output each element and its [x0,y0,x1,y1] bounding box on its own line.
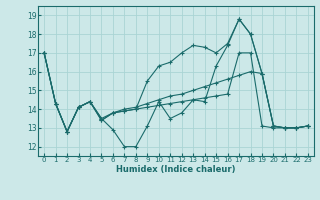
X-axis label: Humidex (Indice chaleur): Humidex (Indice chaleur) [116,165,236,174]
